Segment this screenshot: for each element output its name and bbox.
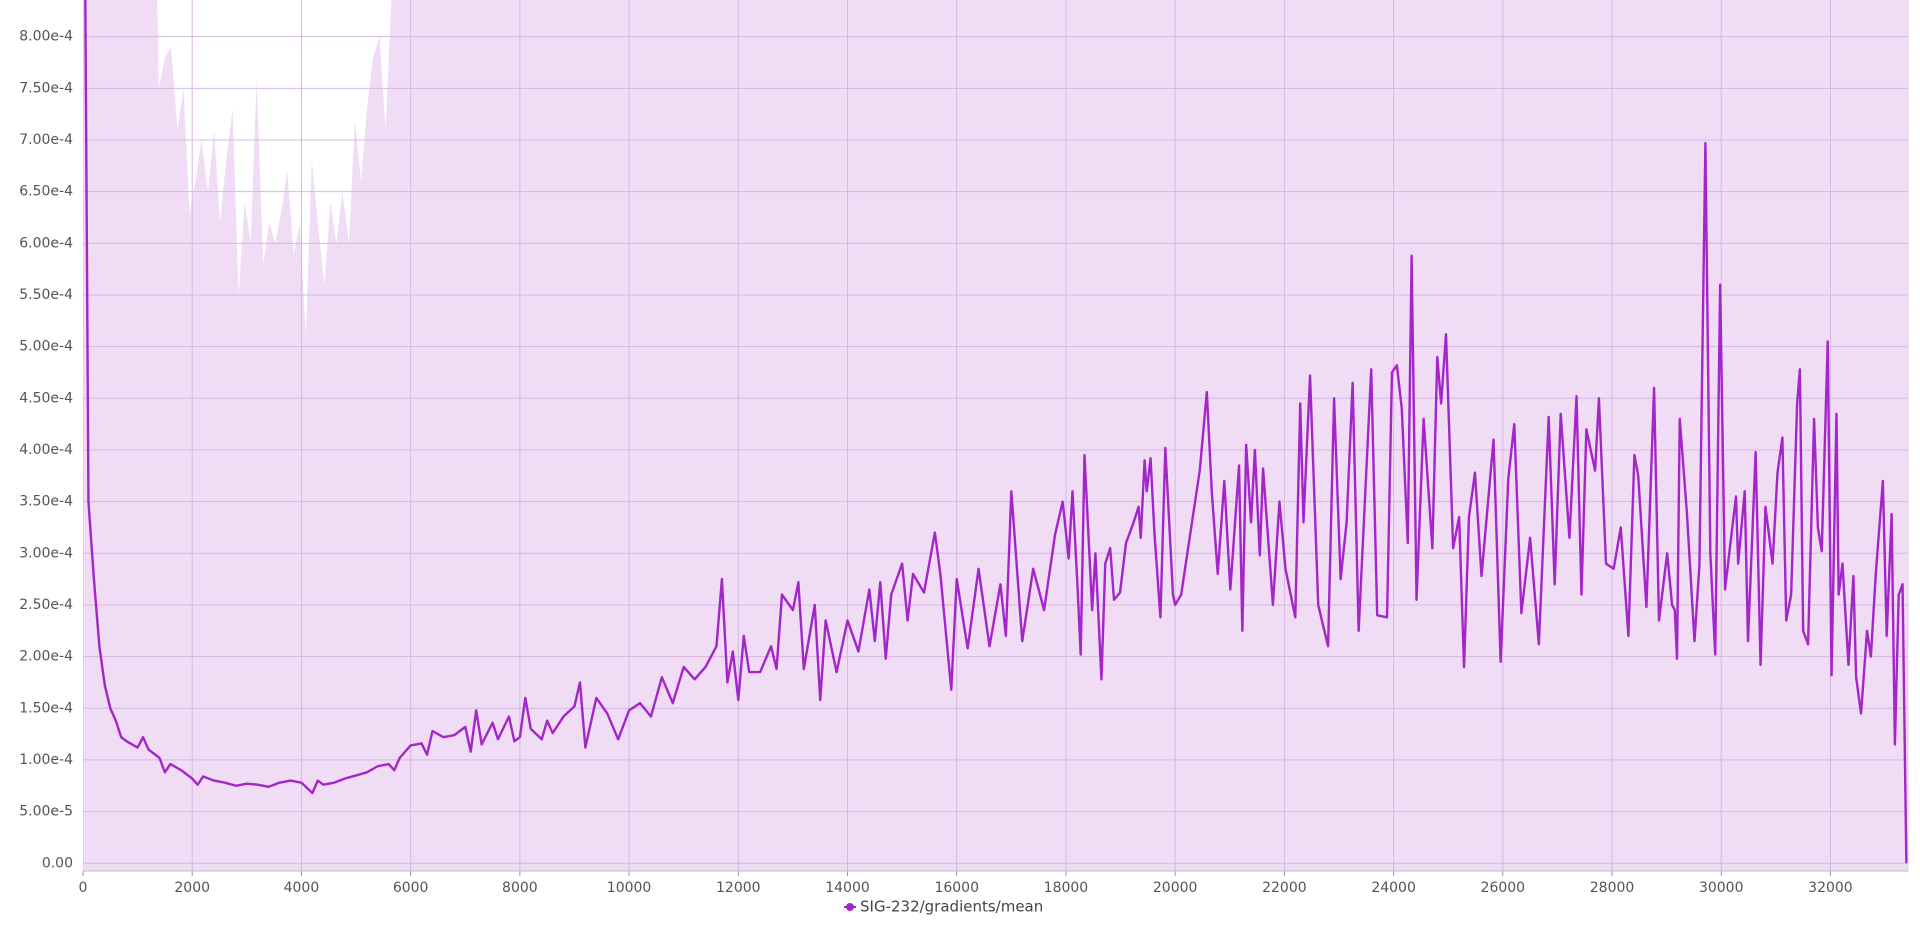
x-tick-label: 18000 — [1044, 880, 1089, 896]
x-tick-label: 22000 — [1262, 880, 1307, 896]
legend-marker — [846, 903, 854, 911]
y-tick-label: 3.00e-4 — [19, 545, 73, 561]
y-tick-label: 1.50e-4 — [19, 700, 73, 716]
x-tick-label: 30000 — [1699, 880, 1744, 896]
range-band — [83, 0, 1908, 871]
y-tick-label: 2.50e-4 — [19, 597, 73, 613]
x-tick-label: 12000 — [716, 880, 761, 896]
y-tick-label: 3.50e-4 — [19, 494, 73, 510]
x-tick-label: 2000 — [174, 880, 210, 896]
x-tick-label: 14000 — [825, 880, 870, 896]
y-tick-label: 1.00e-4 — [19, 752, 73, 768]
y-tick-label: 5.00e-5 — [19, 804, 73, 820]
plot-area — [83, 0, 1908, 871]
y-tick-label: 4.00e-4 — [19, 442, 73, 458]
x-tick-label: 8000 — [502, 880, 538, 896]
x-tick-label: 24000 — [1371, 880, 1416, 896]
y-tick-label: 0.00 — [42, 855, 73, 871]
y-tick-label: 8.00e-4 — [19, 29, 73, 45]
x-tick-label: 4000 — [284, 880, 320, 896]
y-tick-label: 2.00e-4 — [19, 649, 73, 665]
x-tick-label: 16000 — [934, 880, 979, 896]
x-tick-label: 0 — [79, 880, 88, 896]
x-tick-label: 32000 — [1808, 880, 1853, 896]
y-tick-label: 5.00e-4 — [19, 339, 73, 355]
legend: SIG-232/gradients/mean — [844, 898, 1043, 916]
x-tick-label: 26000 — [1481, 880, 1526, 896]
x-tick-label: 6000 — [393, 880, 429, 896]
y-tick-label: 7.50e-4 — [19, 80, 73, 96]
series-line — [84, 0, 1908, 864]
y-tick-label: 6.50e-4 — [19, 184, 73, 200]
y-tick-label: 4.50e-4 — [19, 390, 73, 406]
y-tick-label: 6.00e-4 — [19, 235, 73, 251]
x-tick-label: 10000 — [607, 880, 652, 896]
x-tick-label: 28000 — [1590, 880, 1635, 896]
y-tick-label: 7.00e-4 — [19, 132, 73, 148]
axes: 0.00 5.00e-5 1.00e-4 1.50e-4 2.00e-4 2.50e-4 3… — [19, 0, 1909, 896]
x-tick-label: 20000 — [1153, 880, 1198, 896]
y-tick-label: 5.50e-4 — [19, 287, 73, 303]
legend-text: SIG-232/gradients/mean — [860, 898, 1043, 916]
